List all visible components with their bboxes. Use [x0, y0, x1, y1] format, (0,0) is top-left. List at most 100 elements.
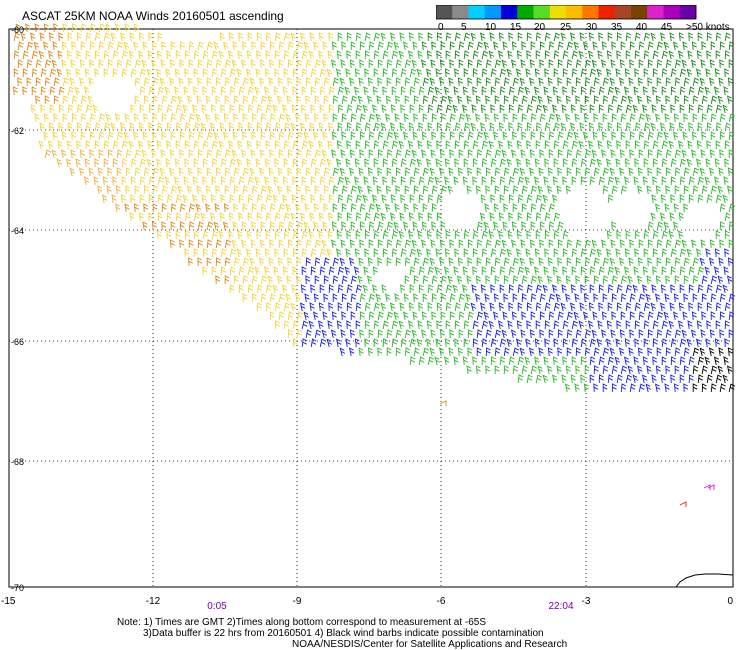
wind-barb: [317, 320, 324, 330]
wind-barb: [166, 104, 173, 114]
wind-barb: [512, 275, 519, 285]
wind-barb: [485, 167, 491, 177]
wind-barb: [476, 311, 484, 321]
wind-barb: [683, 203, 689, 213]
wind-barb: [598, 86, 605, 96]
wind-barb: [481, 356, 487, 366]
wind-barb: [407, 320, 414, 330]
wind-barb: [75, 68, 81, 78]
wind-barb: [705, 338, 711, 348]
wind-barb: [591, 329, 598, 339]
wind-barb: [204, 113, 211, 123]
wind-barb: [574, 383, 580, 393]
wind-barb: [184, 158, 190, 168]
wind-barb: [623, 266, 630, 276]
wind-barb: [552, 86, 558, 96]
wind-barb: [300, 194, 306, 204]
wind-barb: [507, 140, 513, 150]
wind-barb: [596, 248, 603, 258]
wind-barb: [636, 95, 643, 105]
wind-barb: [571, 50, 579, 60]
wind-barb: [688, 32, 694, 42]
wind-barb: [539, 239, 545, 249]
wind-barb: [611, 221, 617, 231]
wind-barb: [727, 167, 733, 177]
wind-barb: [386, 59, 393, 69]
wind-barb: [472, 176, 478, 186]
wind-barb: [98, 149, 104, 159]
wind-barb: [161, 221, 167, 231]
wind-barb: [607, 302, 613, 312]
wind-barb: [33, 41, 40, 51]
wind-barb: [299, 32, 306, 42]
wind-barb: [642, 86, 648, 96]
wind-barb: [440, 293, 447, 303]
wind-barb: [413, 347, 420, 357]
wind-barb: [196, 185, 202, 195]
wind-barb: [354, 338, 360, 348]
wind-barb: [220, 176, 226, 186]
wind-barb: [78, 77, 85, 87]
wind-barb: [616, 284, 623, 294]
wind-barb: [519, 257, 526, 267]
wind-barb: [157, 104, 164, 114]
wind-barb: [481, 338, 488, 348]
wind-barb: [382, 86, 388, 96]
lat-label: -70: [11, 583, 24, 593]
wind-barb: [647, 131, 654, 141]
wind-barb: [425, 68, 432, 78]
wind-barb: [623, 356, 630, 366]
wind-barb: [429, 167, 436, 177]
wind-barb: [601, 131, 607, 141]
wind-barb: [417, 50, 423, 60]
wind-barb: [655, 365, 661, 375]
wind-barb: [434, 266, 441, 276]
wind-barb: [227, 140, 234, 150]
wind-barb: [530, 95, 538, 105]
wind-barb: [607, 194, 614, 204]
wind-barb: [458, 59, 464, 69]
wind-barb: [116, 41, 124, 51]
wind-barb: [350, 275, 358, 285]
wind-barb: [65, 158, 72, 168]
wind-barb: [386, 239, 393, 249]
wind-barb: [326, 338, 333, 348]
wind-barb: [233, 257, 240, 267]
wind-barb: [652, 86, 658, 96]
wind-barb: [107, 41, 114, 51]
wind-barb: [458, 293, 466, 303]
wind-barb: [627, 275, 634, 285]
wind-barb: [571, 140, 579, 150]
wind-barb: [544, 50, 550, 60]
wind-barb: [348, 257, 355, 267]
wind-barb: [305, 167, 311, 177]
wind-barb: [431, 95, 438, 105]
wind-barb: [101, 194, 108, 204]
wind-barb: [682, 131, 688, 141]
wind-barb: [263, 176, 270, 186]
wind-barb: [625, 320, 631, 330]
wind-barb: [310, 104, 316, 114]
wind-barb: [214, 203, 220, 213]
wind-barb: [710, 131, 716, 141]
wind-barb: [699, 347, 706, 357]
wind-barb: [44, 59, 52, 69]
wind-barb: [588, 302, 594, 312]
wind-barb: [547, 167, 553, 177]
wind-barb: [353, 266, 360, 276]
wind-barb: [305, 149, 312, 159]
wind-barb: [565, 275, 571, 285]
wind-barb: [130, 158, 137, 168]
wind-barb: [323, 275, 329, 285]
wind-barb: [76, 32, 82, 42]
wind-barb: [534, 68, 540, 78]
wind-barb: [434, 356, 441, 366]
wind-barb: [20, 32, 27, 42]
wind-barb: [147, 140, 153, 150]
wind-barb: [713, 176, 720, 186]
wind-barb: [409, 176, 416, 186]
scale-label: 15: [510, 22, 522, 31]
wind-barb: [260, 131, 266, 141]
wind-barb: [179, 59, 185, 69]
wind-barb: [580, 248, 587, 258]
